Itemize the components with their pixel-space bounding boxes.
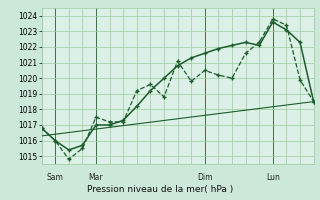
Text: Sam: Sam: [47, 172, 64, 182]
Text: Lun: Lun: [266, 172, 280, 182]
Text: Dim: Dim: [197, 172, 212, 182]
Text: Mar: Mar: [89, 172, 103, 182]
Text: Pression niveau de la mer( hPa ): Pression niveau de la mer( hPa ): [87, 185, 233, 194]
